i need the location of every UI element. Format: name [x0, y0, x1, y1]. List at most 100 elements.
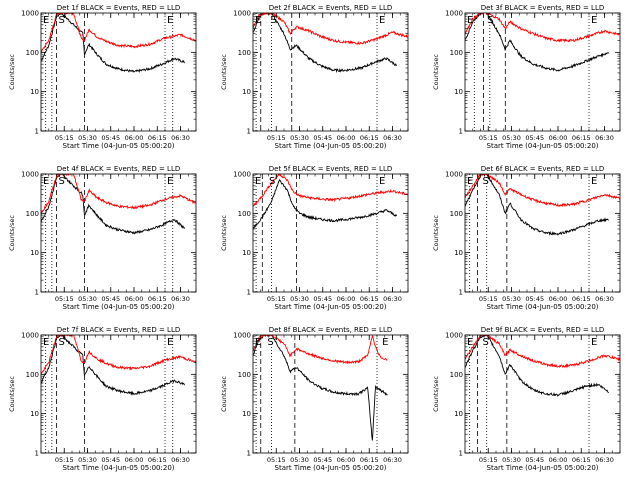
events-series-line	[465, 335, 609, 397]
x-tick-label: 06:30	[595, 295, 614, 303]
x-tick-label: 05:45	[101, 456, 120, 464]
y-tick-label: 10	[454, 410, 463, 418]
annotation-label: E	[379, 176, 385, 187]
annotation-label: S	[59, 176, 65, 187]
y-tick-label: 1	[35, 128, 39, 136]
x-tick-label: 05:45	[525, 456, 544, 464]
annotation-label: E	[591, 337, 597, 348]
plot-frame	[464, 173, 621, 293]
x-tick-label: 05:15	[479, 295, 498, 303]
x-tick-label: 06:30	[383, 134, 402, 142]
panel-7: Det 7f BLACK = Events, RED = LLD 1 10 100 10…	[8, 326, 197, 472]
panel-title: Det 7f BLACK = Events, RED = LLD	[57, 326, 180, 334]
x-tick-label: 05:45	[313, 295, 332, 303]
x-tick-label: 06:30	[595, 134, 614, 142]
y-tick-label: 1	[247, 289, 251, 297]
x-tick-label: 06:15	[572, 295, 591, 303]
y-tick-label: 100	[450, 210, 463, 218]
y-tick-label: 1000	[233, 332, 251, 340]
x-axis-label: Start Time (04-Jun-05 05:00:20)	[63, 464, 175, 472]
lld-series-line	[41, 174, 196, 216]
y-tick-label: 1	[35, 289, 39, 297]
x-tick-label: 05:15	[479, 134, 498, 142]
events-series-line	[253, 335, 388, 441]
annotation-label: S	[267, 337, 273, 348]
annotation-label: S	[59, 15, 65, 26]
annotation-label: E	[43, 337, 49, 348]
annotation-label: S	[487, 15, 493, 26]
y-tick-label: 1000	[445, 171, 463, 179]
annotation-label: S	[59, 337, 65, 348]
x-tick-label: 05:30	[78, 134, 97, 142]
y-axis-label: Counts/sec	[220, 215, 228, 251]
y-tick-label: 10	[454, 88, 463, 96]
panel-2: Det 2f BLACK = Events, RED = LLD 1 10 100 10…	[220, 4, 409, 150]
annotation-label: E	[591, 176, 597, 187]
events-series-line	[253, 178, 398, 230]
y-tick-label: 1	[459, 128, 463, 136]
x-tick-label: 05:45	[525, 295, 544, 303]
events-series-line	[465, 174, 609, 236]
x-tick-label: 06:00	[125, 134, 144, 142]
panel-title: Det 4f BLACK = Events, RED = LLD	[57, 165, 180, 173]
y-tick-label: 1000	[21, 10, 39, 18]
annotation-label: E	[379, 15, 385, 26]
plot-frame	[464, 12, 621, 132]
x-tick-label: 06:15	[572, 134, 591, 142]
x-axis-label: Start Time (04-Jun-05 05:00:20)	[275, 142, 387, 150]
x-tick-label: 06:15	[148, 134, 167, 142]
y-tick-label: 10	[454, 249, 463, 257]
events-series-line	[465, 13, 610, 72]
events-series-line	[41, 174, 186, 235]
y-tick-label: 1	[459, 289, 463, 297]
annotation-label: E	[382, 337, 388, 348]
x-axis-label: Start Time (04-Jun-05 05:00:20)	[63, 142, 175, 150]
x-tick-label: 06:15	[360, 134, 379, 142]
y-tick-label: 1	[35, 450, 39, 458]
panel-title: Det 3f BLACK = Events, RED = LLD	[481, 4, 604, 12]
x-tick-label: 05:45	[313, 134, 332, 142]
x-tick-label: 05:45	[101, 134, 120, 142]
x-tick-label: 06:00	[337, 295, 356, 303]
annotation-label: E	[167, 15, 173, 26]
annotation-label: E	[167, 176, 173, 187]
x-tick-label: 06:15	[148, 456, 167, 464]
y-tick-label: 10	[30, 410, 39, 418]
panel-title: Det 9f BLACK = Events, RED = LLD	[481, 326, 604, 334]
lld-series-line	[253, 13, 408, 45]
x-tick-label: 06:30	[171, 456, 190, 464]
x-tick-label: 05:15	[267, 295, 286, 303]
x-axis-label: Start Time (04-Jun-05 05:00:20)	[63, 303, 175, 311]
x-tick-label: 05:30	[290, 295, 309, 303]
y-axis-label: Counts/sec	[8, 376, 16, 412]
x-tick-label: 06:15	[360, 456, 379, 464]
x-tick-label: 06:00	[125, 295, 144, 303]
panel-title: Det 6f BLACK = Events, RED = LLD	[481, 165, 604, 173]
lld-series-line	[465, 335, 620, 369]
y-tick-label: 100	[450, 371, 463, 379]
plot-frame	[40, 334, 197, 454]
annotation-label: E	[467, 176, 473, 187]
x-tick-label: 05:30	[502, 456, 521, 464]
y-axis-label: Counts/sec	[220, 376, 228, 412]
panel-6: Det 6f BLACK = Events, RED = LLD 1 10 100 10…	[432, 165, 621, 311]
y-tick-label: 100	[26, 210, 39, 218]
annotation-label: E	[255, 15, 261, 26]
x-tick-label: 06:00	[549, 456, 568, 464]
x-tick-label: 06:00	[337, 134, 356, 142]
y-tick-label: 1000	[233, 10, 251, 18]
y-tick-label: 100	[26, 371, 39, 379]
annotation-label: S	[483, 176, 489, 187]
x-tick-label: 05:45	[313, 456, 332, 464]
x-axis-label: Start Time (04-Jun-05 05:00:20)	[275, 303, 387, 311]
annotation-label: E	[467, 337, 473, 348]
x-tick-label: 05:30	[290, 456, 309, 464]
x-tick-label: 06:30	[171, 295, 190, 303]
x-tick-label: 06:15	[360, 295, 379, 303]
annotation-label: E	[43, 176, 49, 187]
x-tick-label: 06:30	[595, 456, 614, 464]
plot-frame	[252, 173, 409, 293]
y-tick-label: 10	[242, 88, 251, 96]
panel-3: Det 3f BLACK = Events, RED = LLD 1 10 100 10…	[432, 4, 621, 150]
x-axis-label: Start Time (04-Jun-05 05:00:20)	[275, 464, 387, 472]
